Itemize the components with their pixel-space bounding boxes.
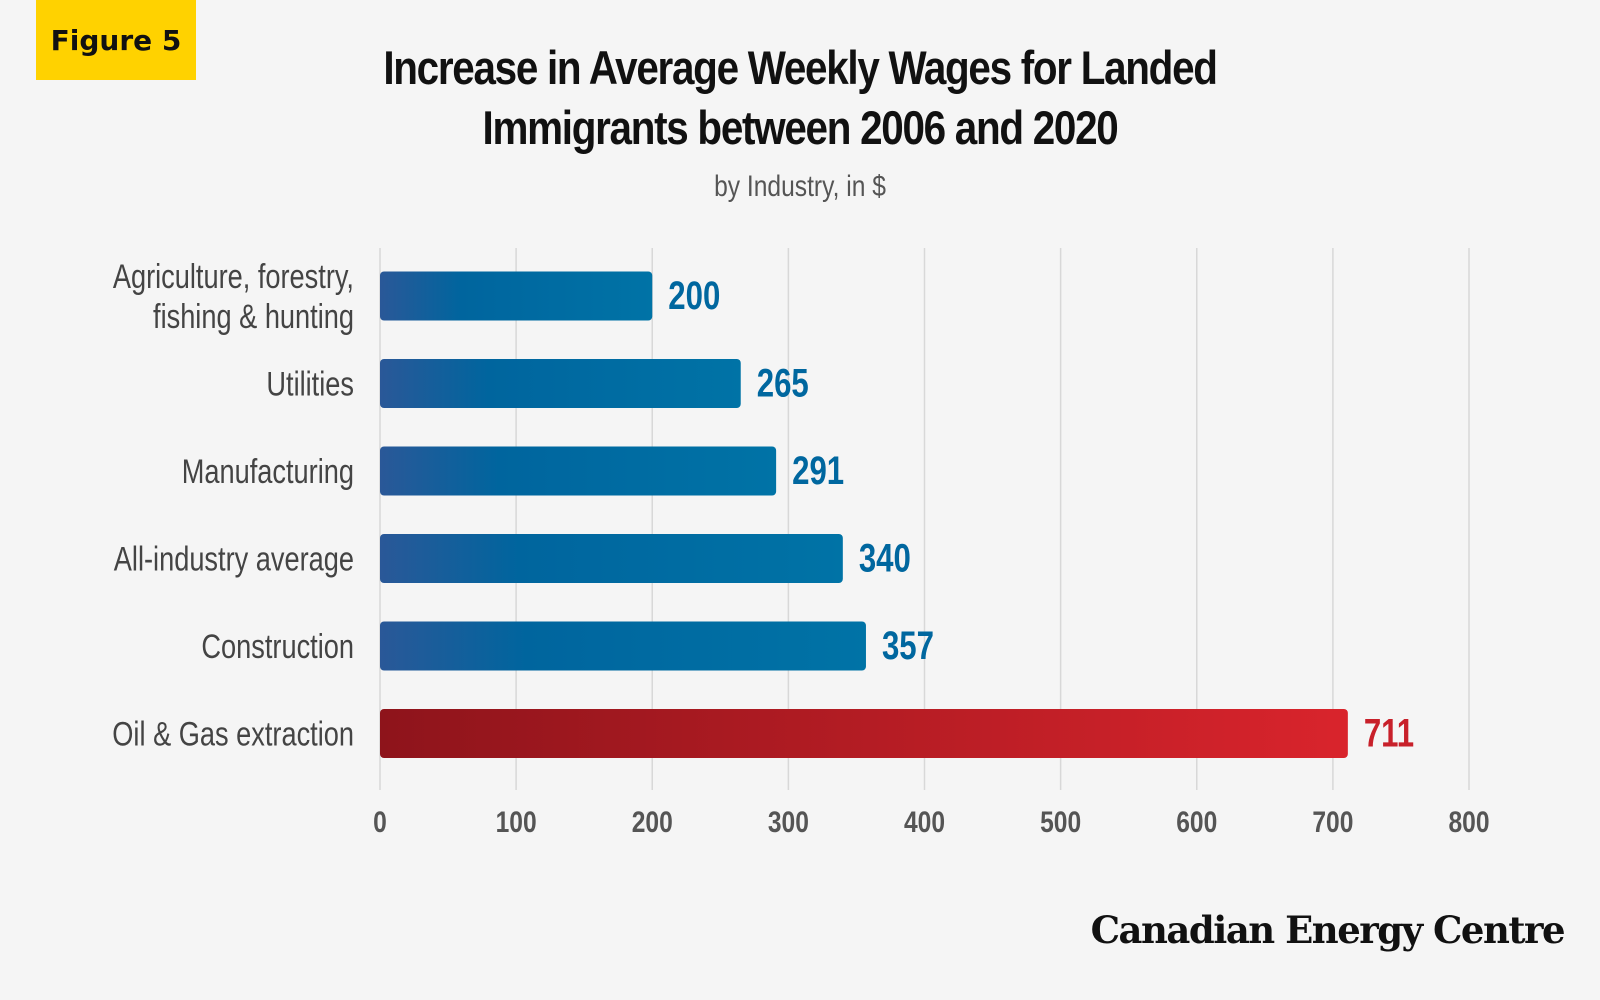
bar bbox=[380, 359, 741, 408]
chart-title-line-1: Increase in Average Weekly Wages for Lan… bbox=[383, 41, 1218, 94]
category-label: Agriculture, forestry, fishing & hunting bbox=[113, 257, 354, 336]
category-label-line: All-industry average bbox=[114, 540, 354, 579]
data-label: 200 bbox=[668, 273, 720, 318]
data-label: 265 bbox=[757, 361, 809, 406]
x-tick-label: 700 bbox=[1312, 805, 1353, 839]
category-label: Manufacturing bbox=[182, 452, 354, 491]
category-label: Oil & Gas extraction bbox=[112, 715, 354, 754]
bar-highlight bbox=[380, 709, 1348, 758]
data-label: 291 bbox=[792, 448, 844, 493]
category-label: All-industry average bbox=[114, 540, 354, 579]
x-tick-label: 300 bbox=[768, 805, 809, 839]
category-label: Utilities bbox=[266, 365, 354, 404]
x-tick-label: 500 bbox=[1040, 805, 1081, 839]
data-label: 357 bbox=[882, 623, 934, 668]
category-label: Construction bbox=[201, 627, 354, 666]
category-label-line: Construction bbox=[201, 627, 354, 666]
x-tick-label: 600 bbox=[1176, 805, 1217, 839]
brand-logo: Canadian Energy Centre bbox=[1090, 908, 1566, 952]
category-label-line: Utilities bbox=[266, 365, 354, 404]
x-tick-label: 400 bbox=[904, 805, 945, 839]
x-tick-label: 800 bbox=[1448, 805, 1489, 839]
bar bbox=[380, 621, 866, 671]
bar bbox=[380, 534, 843, 583]
x-tick-label: 200 bbox=[632, 805, 673, 839]
category-label-line: Oil & Gas extraction bbox=[112, 715, 354, 754]
x-tick-label: 100 bbox=[496, 805, 537, 839]
category-label-line: Agriculture, forestry, bbox=[113, 257, 354, 296]
chart-subtitle: by Industry, in $ bbox=[714, 170, 886, 203]
bar bbox=[380, 446, 777, 496]
bar-chart: 0 100 200 300 400 500 600 700 800 200 Agriculture,… bbox=[112, 248, 1490, 839]
category-label-line: Manufacturing bbox=[182, 452, 354, 491]
chart-title: Increase in Average Weekly Wages for Lan… bbox=[353, 38, 1247, 158]
figure-badge-label: Figure 5 bbox=[50, 23, 182, 57]
bar bbox=[380, 271, 653, 321]
x-tick-label: 0 bbox=[373, 805, 387, 839]
chart-title-line-2: Immigrants between 2006 and 2020 bbox=[482, 101, 1119, 154]
data-label: 340 bbox=[859, 536, 911, 581]
figure-badge: Figure 5 bbox=[36, 0, 196, 80]
category-label-line: fishing & hunting bbox=[153, 297, 354, 336]
data-label: 711 bbox=[1364, 711, 1414, 756]
